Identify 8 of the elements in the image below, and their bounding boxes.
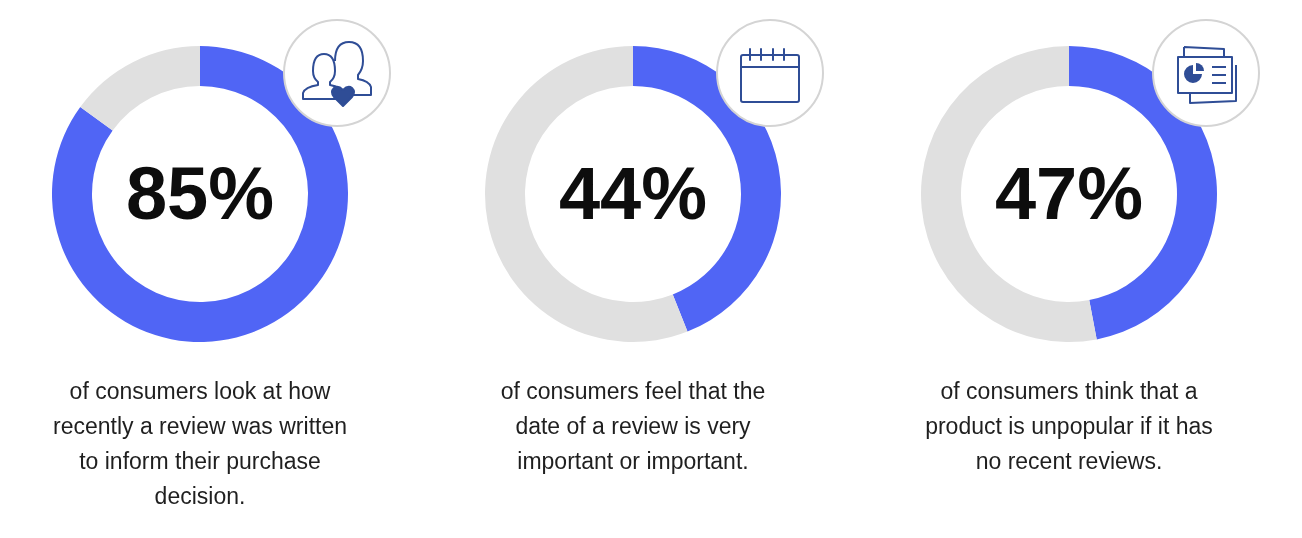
data-label: 85%: [125, 152, 275, 235]
data-label: 44%: [558, 152, 708, 235]
donut-slice: [80, 46, 200, 131]
donut-slice: [52, 46, 348, 342]
data-label: 47%: [994, 152, 1144, 235]
text: of consumers feel that the date of a review is very important or important.: [499, 377, 767, 476]
text: of consumers think that a product is unpopular if it has no recent reviews.: [924, 377, 1214, 476]
text: of consumers look at how recently a review was written to inform their purchase decision.: [52, 377, 348, 511]
